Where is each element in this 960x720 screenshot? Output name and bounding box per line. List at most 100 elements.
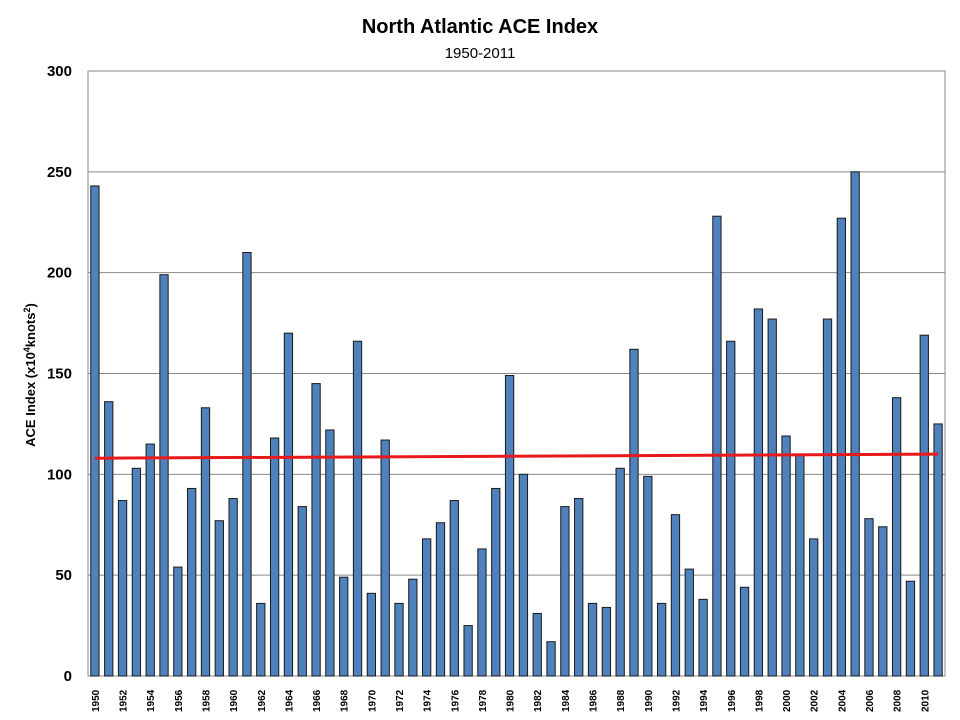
bar-1952 [117,500,128,677]
x-tick-label: 1950 [91,689,102,712]
x-tick-label: 2006 [865,689,876,712]
y-tick-label: 250 [47,164,72,181]
bar-1982 [532,612,542,677]
x-tick-label: 1982 [533,689,544,712]
bar-1987 [601,606,611,677]
bar-1962 [256,602,266,677]
bar-1984 [560,506,570,677]
x-tick-label: 1986 [589,689,600,712]
x-tick-label: 2008 [893,689,904,712]
bar-1985 [574,498,584,677]
y-axis-label-sup-2: 2 [22,307,32,312]
bar-1961 [242,252,252,677]
y-axis-label: ACE Index (x104knots2) [22,303,38,447]
bar-2002 [809,538,819,677]
bar-1970 [366,592,377,677]
y-axis-label-close: ) [23,303,38,307]
bar-1980 [504,375,515,677]
x-tick-label: 1972 [395,689,406,712]
bar-1977 [463,625,473,677]
y-tick-label: 200 [47,265,72,282]
x-tick-label: 1996 [727,689,738,712]
bar-1950 [90,185,100,677]
bar-1986 [587,602,598,677]
bar-1999 [767,318,777,677]
y-tick-label: 150 [47,366,72,383]
bar-1979 [491,487,501,677]
bar-1959 [214,520,224,677]
x-tick-label: 1968 [340,689,351,712]
x-tick-label: 1974 [423,689,434,712]
x-tick-label: 1992 [671,689,682,712]
bar-1998 [753,308,764,677]
bar-2006 [864,518,874,677]
x-tick-label: 1956 [174,689,185,712]
x-tick-label: 2002 [810,689,821,712]
bar-1976 [449,500,459,677]
bar-1956 [173,566,183,677]
bar-2005 [850,171,860,677]
bar-2008 [891,397,902,677]
x-tick-label: 1998 [754,689,765,712]
bar-1954 [145,443,155,677]
x-tick-label: 2004 [837,689,848,712]
bar-1960 [228,498,238,677]
y-tick-label: 100 [47,466,72,483]
bar-1967 [325,429,335,677]
chart-title: North Atlantic ACE Index [361,16,599,38]
bar-2009 [905,580,916,677]
bar-1990 [643,475,653,677]
trend-line-group [94,452,939,460]
x-tick-label: 1994 [699,689,710,712]
bar-1972 [394,602,404,677]
y-axis-label-sup-4: 4 [22,347,32,352]
bar-1993 [684,568,694,677]
bar-2011 [933,423,943,677]
gridlines [88,171,945,576]
x-tick-label: 1980 [506,689,517,712]
bar-2001 [795,453,805,677]
bars [90,171,943,677]
y-tick-label: 300 [47,63,72,80]
x-tick-label: 1952 [119,689,130,712]
x-tick-label: 1988 [616,689,627,712]
plot-area-frame [87,70,946,677]
bar-1974 [422,538,432,677]
x-tick-label: 1960 [229,689,240,712]
bar-1978 [477,548,487,677]
bar-1971 [380,439,390,677]
chart-subtitle: 1950-2011 [444,45,516,62]
bar-1975 [435,522,446,677]
y-axis-label-text: ACE Index (x10 [23,352,38,447]
x-tick-label: 1976 [450,689,461,712]
x-tick-label: 1958 [201,689,212,712]
bar-1997 [739,586,750,677]
bar-1965 [297,506,307,677]
bar-1968 [339,576,349,677]
bar-2004 [836,217,846,677]
x-tick-label: 1962 [257,689,268,712]
bar-1995 [712,215,722,677]
bar-1988 [615,467,625,677]
bar-1989 [629,348,639,677]
y-tick-label: 0 [64,668,72,685]
trend-line [94,452,939,460]
bar-1964 [283,332,294,677]
bar-1994 [698,598,708,677]
bar-1992 [670,514,681,677]
x-tick-label: 1954 [146,689,157,712]
bar-1963 [269,437,280,677]
bar-1953 [131,467,142,677]
x-tick-label: 1978 [478,689,489,712]
x-tick-label: 2010 [920,689,931,712]
bar-1969 [352,340,363,677]
bar-1973 [408,578,418,677]
x-tick-label: 1984 [561,689,572,712]
bar-1951 [104,401,114,677]
bar-2010 [919,334,929,677]
bar-2007 [878,526,888,677]
y-tick-label: 50 [55,567,72,584]
bar-1996 [726,340,736,677]
bar-2003 [822,318,833,677]
